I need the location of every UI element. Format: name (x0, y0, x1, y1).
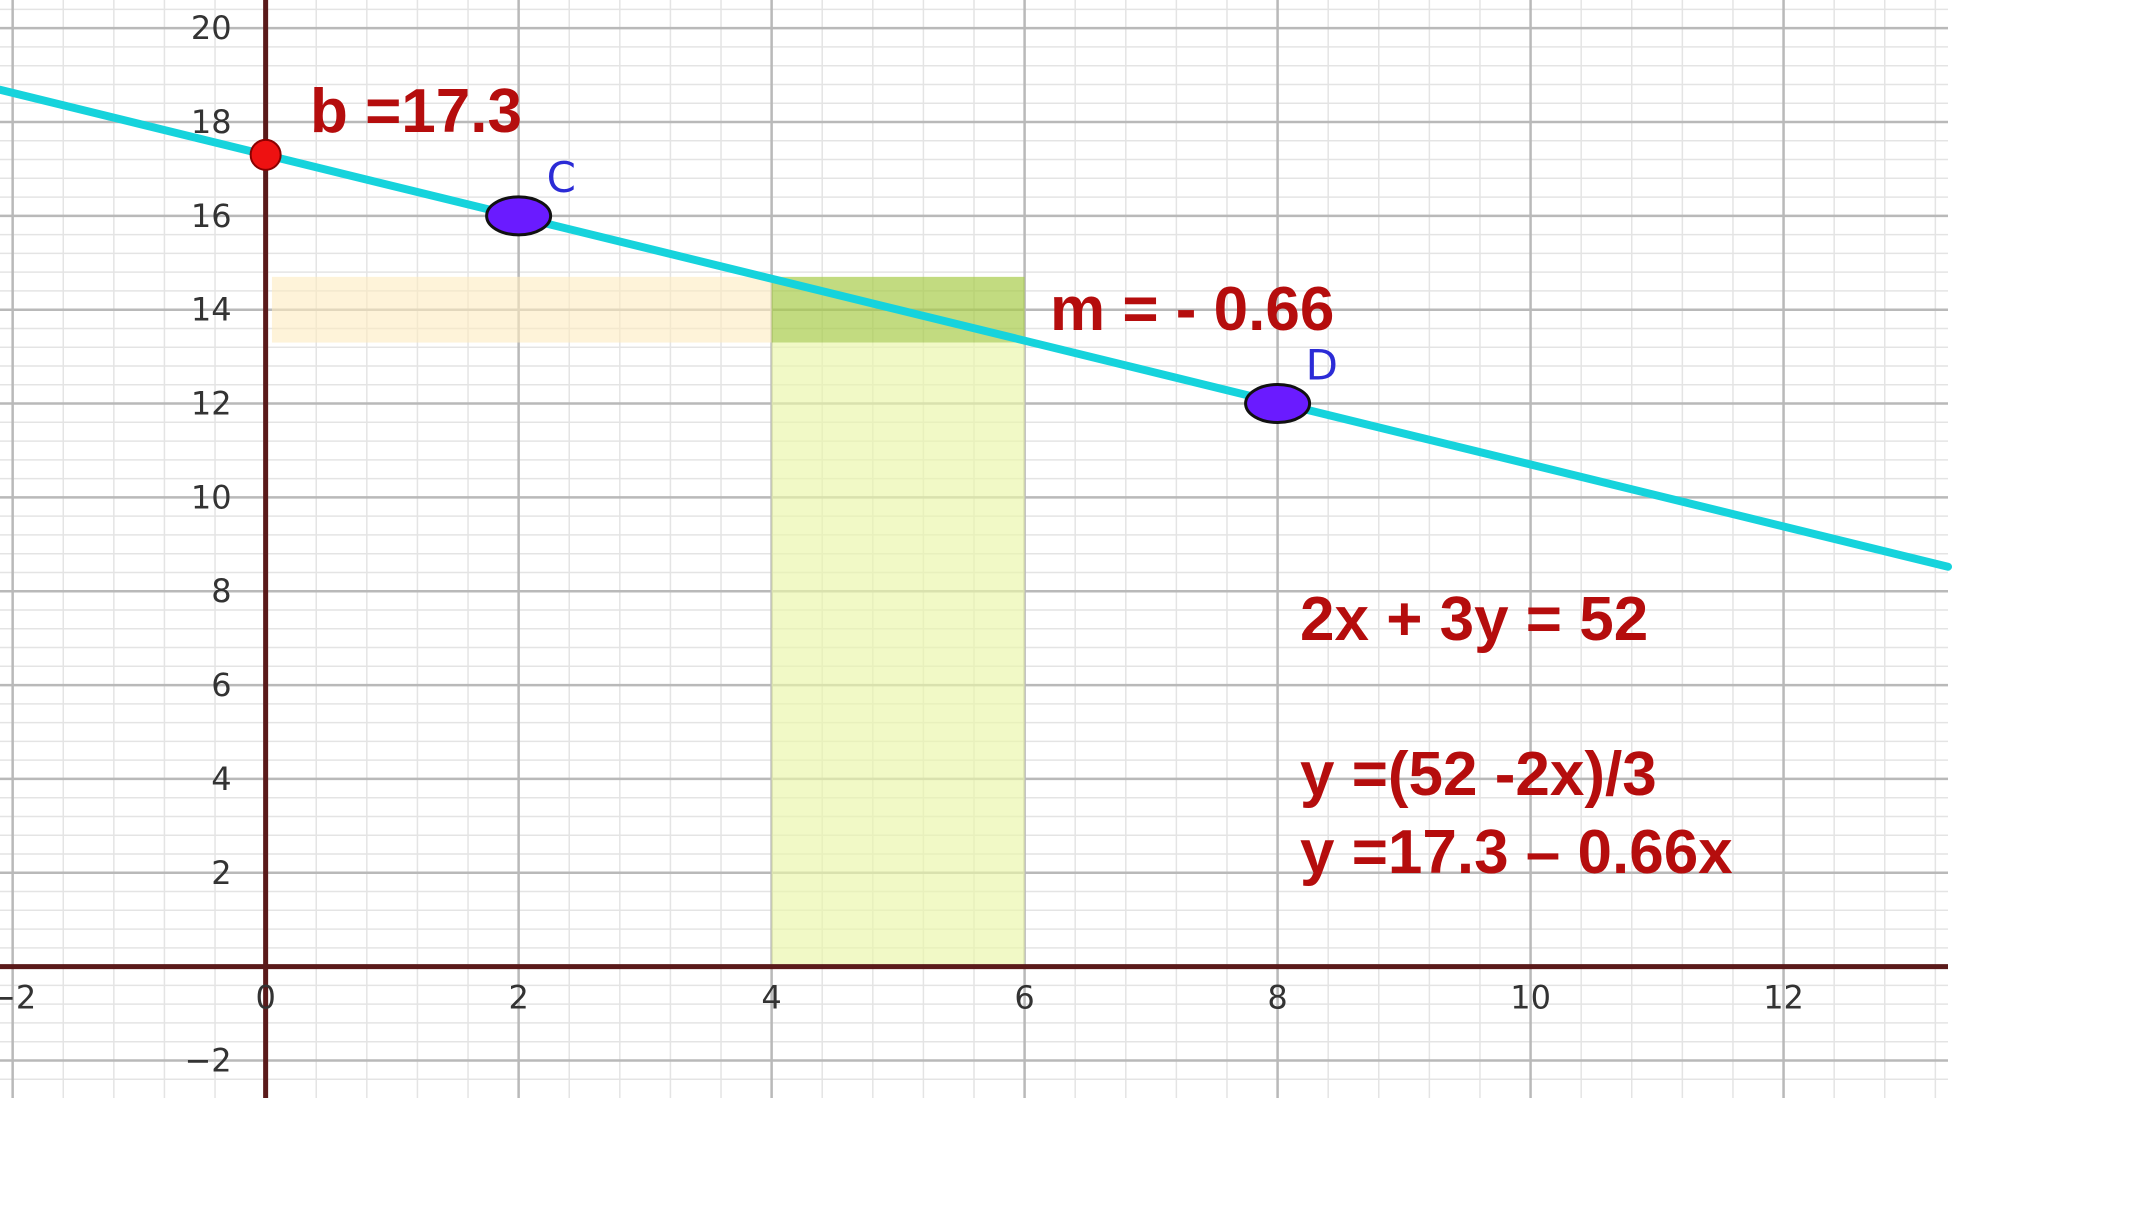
shaded-region-1 (271, 276, 772, 343)
point-label-d: D (1306, 341, 1338, 390)
line-series (0, 85, 1952, 571)
axes (0, 0, 1948, 1098)
point-label-c: C (547, 153, 576, 202)
x-tick-label: 12 (1763, 979, 1804, 1017)
y-tick-label: 4 (211, 760, 231, 798)
y-tick-label: 8 (211, 572, 231, 610)
point-c (485, 195, 553, 237)
slope-intercept-equation: y =17.3 – 0.66x (1300, 818, 1733, 887)
y-tick-label: 10 (191, 478, 232, 516)
points: CD (249, 138, 1338, 425)
intercept-annotation: b =17.3 (310, 77, 522, 146)
x-tick-label: 8 (1267, 979, 1287, 1017)
slope-annotation: m = - 0.66 (1050, 275, 1334, 344)
point-d (1244, 383, 1312, 425)
x-tick-label: 6 (1014, 979, 1034, 1017)
y-tick-label: 16 (191, 197, 232, 235)
x-tick-label: 0 (255, 979, 275, 1017)
x-tick-label: 4 (761, 979, 781, 1017)
line-series-path (0, 85, 1952, 571)
y-tick-label: −2 (184, 1041, 231, 1079)
intercept-point (249, 138, 282, 171)
shaded-region-3 (771, 342, 1025, 967)
solved-equation: y =(52 -2x)/3 (1300, 740, 1657, 809)
y-tick-label: 14 (191, 291, 232, 329)
y-tick-label: 12 (191, 385, 232, 423)
y-tick-label: 2 (211, 854, 231, 892)
x-tick-label: 2 (508, 979, 528, 1017)
x-tick-label: 10 (1510, 979, 1551, 1017)
standard-form-equation: 2x + 3y = 52 (1300, 585, 1648, 654)
x-tick-label: −2 (0, 979, 36, 1017)
y-tick-label: 20 (191, 9, 232, 47)
y-tick-label: 6 (211, 666, 231, 704)
